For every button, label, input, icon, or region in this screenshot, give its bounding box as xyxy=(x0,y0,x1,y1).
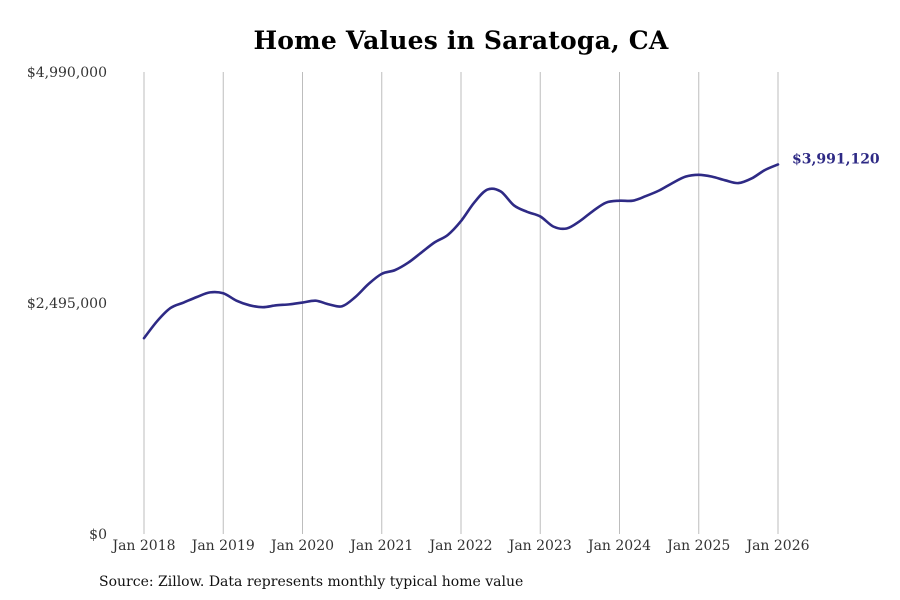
y-tick-label: $0 xyxy=(89,527,107,543)
x-tick-label: Jan 2018 xyxy=(110,538,175,554)
x-tick-label: Jan 2022 xyxy=(427,538,492,554)
series-line xyxy=(142,163,780,340)
y-tick-label: $2,495,000 xyxy=(27,296,107,312)
x-tick-label: Jan 2026 xyxy=(744,538,809,554)
x-tick-label: Jan 2023 xyxy=(507,538,572,554)
end-value-label: $3,991,120 xyxy=(792,151,880,167)
x-tick-label: Jan 2024 xyxy=(586,538,651,554)
series-layer xyxy=(142,163,780,340)
x-tick-label: Jan 2020 xyxy=(269,538,334,554)
source-note: Source: Zillow. Data represents monthly … xyxy=(99,574,524,590)
chart-title: Home Values in Saratoga, CA xyxy=(253,26,669,55)
axis-ticks: Jan 2018 Jan 2019 Jan 2020 Jan 2021 Jan 2022… xyxy=(27,65,810,554)
x-tick-label: Jan 2025 xyxy=(665,538,730,554)
data-labels: $3,991,120 xyxy=(792,151,880,167)
x-tick-label: Jan 2019 xyxy=(190,538,255,554)
x-tick-label: Jan 2021 xyxy=(348,538,413,554)
y-tick-label: $4,990,000 xyxy=(27,65,107,81)
